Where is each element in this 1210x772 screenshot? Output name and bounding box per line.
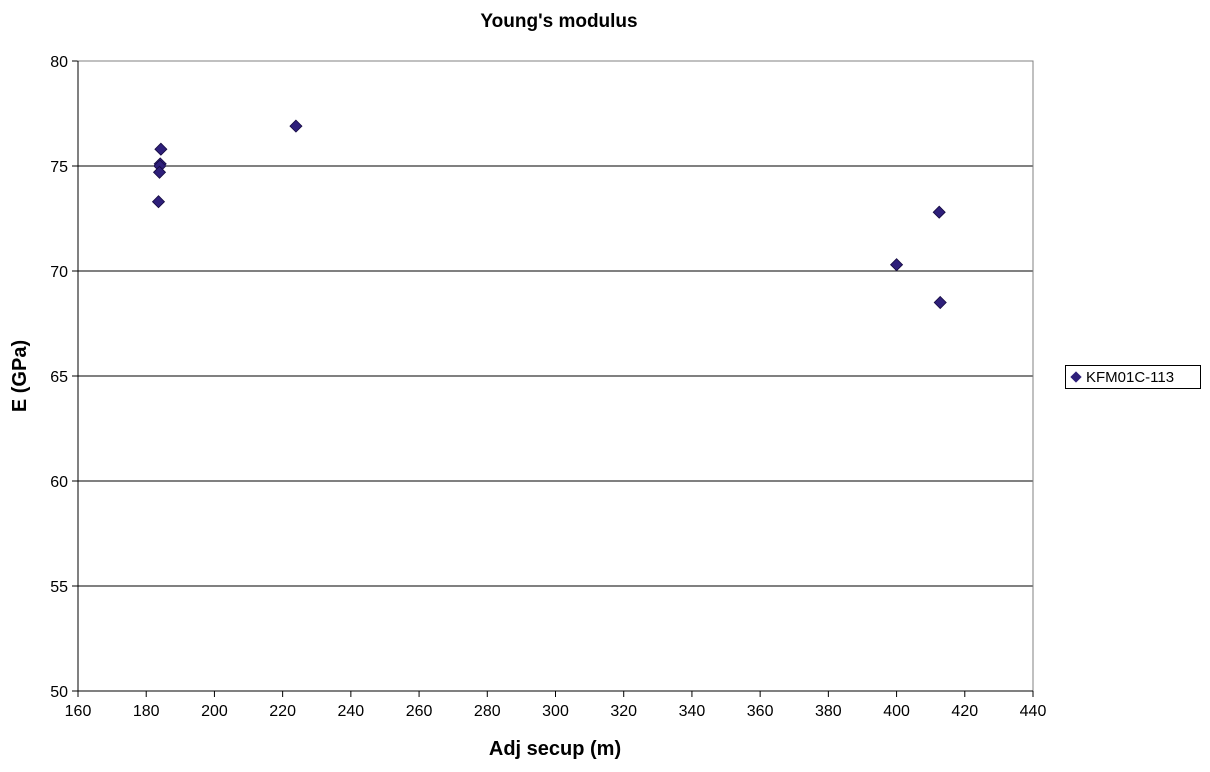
data-point bbox=[151, 195, 166, 209]
y-tick-label: 60 bbox=[50, 474, 68, 491]
legend: KFM01C-113 bbox=[1065, 365, 1201, 389]
x-axis-title: Adj secup (m) bbox=[489, 738, 621, 760]
y-tick-label: 70 bbox=[50, 264, 68, 281]
data-point bbox=[932, 205, 946, 219]
x-tick-label: 340 bbox=[679, 703, 706, 720]
y-axis-title: E (GPa) bbox=[9, 340, 31, 412]
x-tick-label: 180 bbox=[133, 703, 160, 720]
x-tick-label: 160 bbox=[65, 703, 92, 720]
y-tick-label: 75 bbox=[50, 159, 68, 176]
x-tick-label: 300 bbox=[542, 703, 569, 720]
x-tick-label: 380 bbox=[815, 703, 842, 720]
data-point bbox=[933, 295, 947, 310]
data-points bbox=[151, 119, 947, 310]
gridlines bbox=[78, 60, 1033, 587]
x-tick-label: 400 bbox=[883, 703, 910, 720]
x-tick-label: 260 bbox=[406, 703, 433, 720]
legend-label: KFM01C-113 bbox=[1086, 368, 1175, 386]
x-tick-label: 220 bbox=[269, 703, 296, 720]
x-tick-label: 320 bbox=[610, 703, 637, 720]
y-tick-label: 80 bbox=[50, 54, 68, 71]
x-tick-label: 200 bbox=[201, 703, 228, 720]
x-tick-label: 360 bbox=[747, 703, 774, 720]
data-point bbox=[152, 165, 167, 179]
data-point bbox=[289, 119, 303, 133]
chart-title: Young's modulus bbox=[480, 11, 637, 32]
tick-labels: 50 55 60 65 70 75 80 160 180 200 220 240 260 280 300 32… bbox=[50, 54, 1046, 720]
x-tick-label: 240 bbox=[338, 703, 365, 720]
y-tick-label: 65 bbox=[50, 369, 68, 386]
y-tick-label: 55 bbox=[50, 579, 68, 596]
x-tick-label: 440 bbox=[1020, 703, 1047, 720]
x-tick-label: 280 bbox=[474, 703, 501, 720]
legend-diamond-icon bbox=[1070, 371, 1082, 383]
data-point bbox=[890, 258, 904, 272]
x-tick-label: 420 bbox=[951, 703, 978, 720]
axes bbox=[72, 60, 1034, 697]
data-point bbox=[154, 142, 168, 156]
y-tick-label: 50 bbox=[50, 684, 68, 701]
